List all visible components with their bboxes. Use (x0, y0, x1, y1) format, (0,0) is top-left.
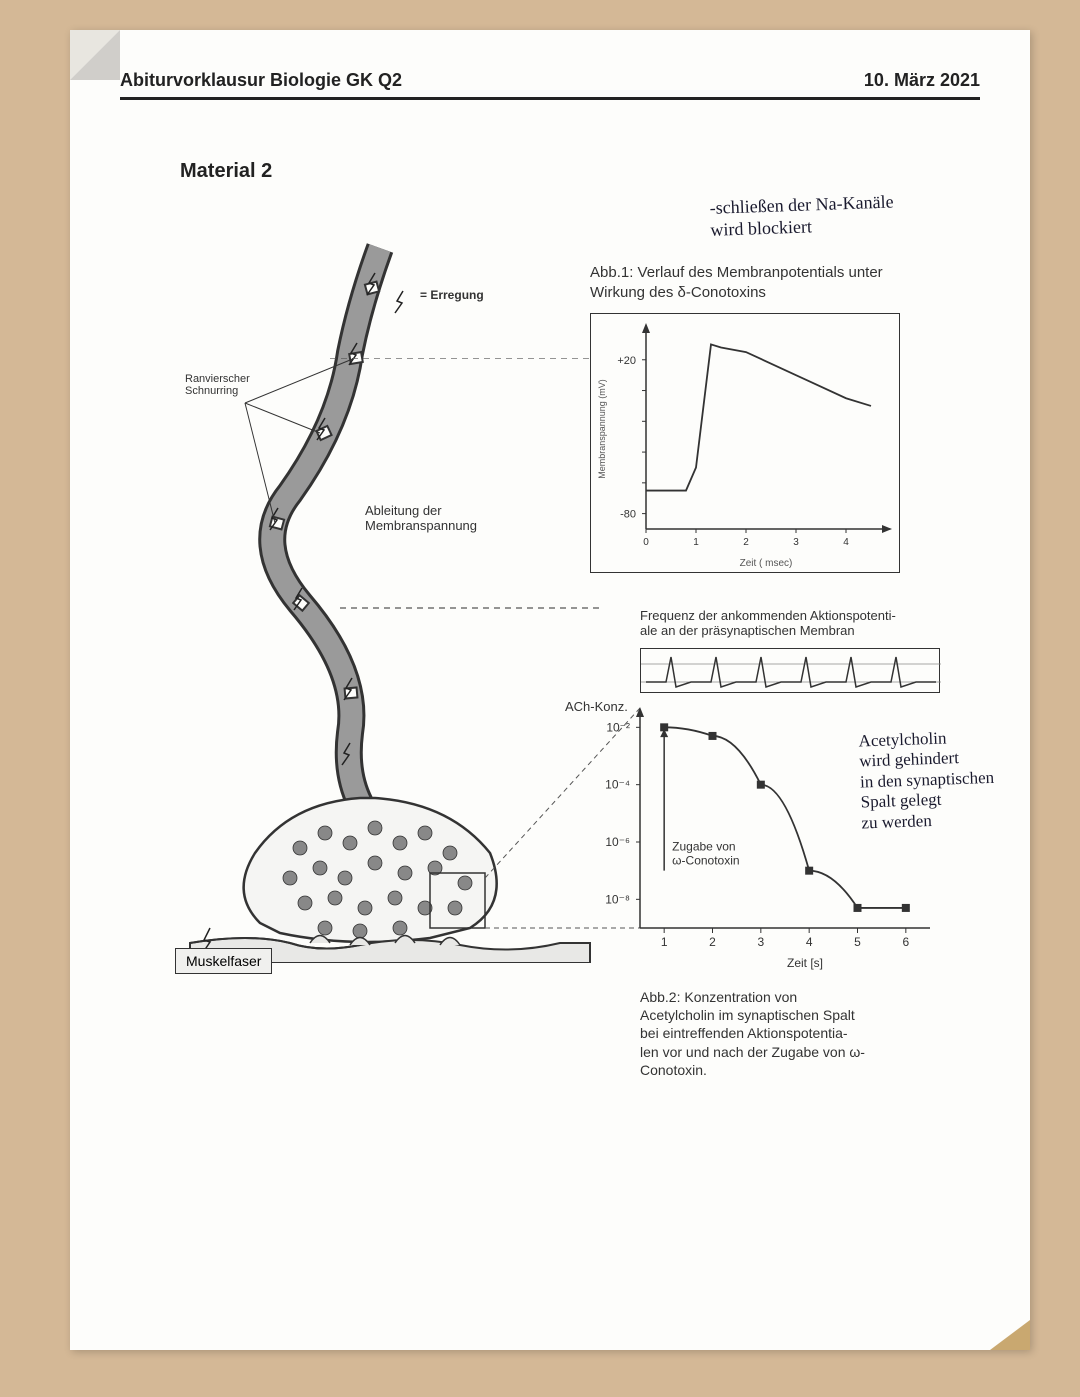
svg-text:4: 4 (806, 935, 813, 949)
svg-text:3: 3 (757, 935, 764, 949)
svg-text:6: 6 (902, 935, 909, 949)
dashed-connector-1 (330, 358, 620, 618)
svg-text:0: 0 (643, 537, 649, 548)
svg-text:2: 2 (743, 537, 749, 548)
page-header: Abiturvorklausur Biologie GK Q2 10. März… (120, 70, 980, 100)
chart2-freq-label: Frequenz der ankommenden Aktionspotenti-… (640, 608, 940, 638)
handwriting-side: Acetylcholin wird gehindert in den synap… (858, 725, 1061, 834)
svg-text:5: 5 (854, 935, 861, 949)
svg-text:-80: -80 (620, 509, 636, 521)
svg-text:10⁻²: 10⁻² (606, 720, 630, 734)
erregung-legend: = Erregung (420, 288, 484, 302)
svg-text:10⁻⁴: 10⁻⁴ (605, 778, 630, 792)
content-area: -schließen der Na-Kanäle wird blockiert (120, 203, 980, 1153)
header-left: Abiturvorklausur Biologie GK Q2 (120, 70, 402, 91)
svg-text:3: 3 (793, 537, 799, 548)
ap-spike-box (640, 648, 940, 693)
svg-text:ω-Conotoxin: ω-Conotoxin (672, 854, 739, 868)
svg-text:10⁻⁸: 10⁻⁸ (605, 892, 630, 906)
handwriting-top: -schließen der Na-Kanäle wird blockiert (709, 188, 990, 241)
header-right: 10. März 2021 (864, 70, 980, 91)
section-title: Material 2 (180, 160, 980, 183)
svg-text:2: 2 (709, 935, 716, 949)
svg-text:Zugabe von: Zugabe von (672, 840, 735, 854)
svg-text:+20: +20 (617, 355, 636, 367)
svg-text:Zeit ( msec): Zeit ( msec) (740, 558, 793, 569)
svg-text:4: 4 (843, 537, 849, 548)
chart2-caption: Abb.2: Konzentration von Acetylcholin im… (640, 988, 950, 1079)
svg-text:Zeit [s]: Zeit [s] (787, 956, 823, 970)
ranvier-label: Ranvierscher Schnurring (185, 373, 250, 397)
chart1-caption: Abb.1: Verlauf des Membranpotentials unt… (590, 263, 920, 302)
svg-text:10⁻⁶: 10⁻⁶ (605, 835, 630, 849)
chart1: +20 -80 0 1 2 3 4 Zeit ( msec) Membranspannung (… (590, 313, 900, 573)
muskelfaser-label: Muskelfaser (175, 948, 272, 974)
document-page: Abiturvorklausur Biologie GK Q2 10. März… (70, 30, 1030, 1350)
svg-text:1: 1 (661, 935, 668, 949)
svg-text:1: 1 (693, 537, 699, 548)
svg-text:Membranspannung (mV): Membranspannung (mV) (597, 379, 607, 479)
